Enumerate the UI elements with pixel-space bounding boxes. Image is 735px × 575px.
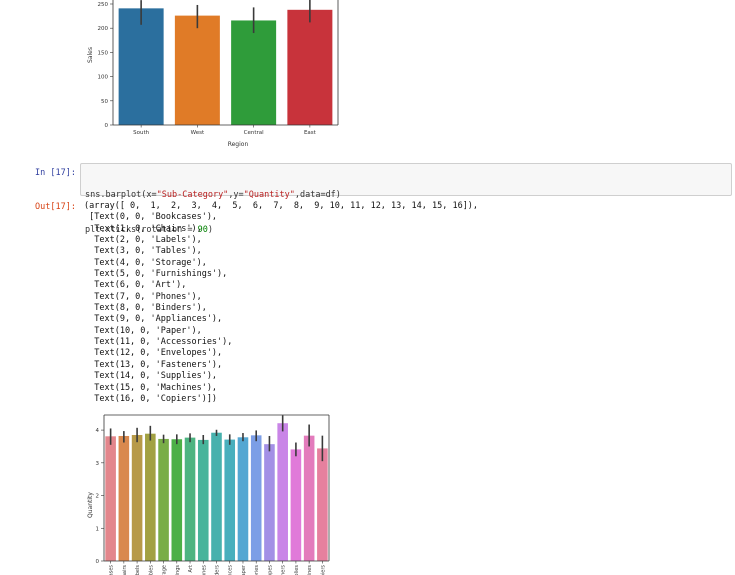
code-cell-17[interactable]: In [17]: sns.barplot(x="Sub-Category",y=…: [0, 163, 735, 235]
y-tick-label: 200: [98, 26, 109, 32]
bar-1: [118, 435, 130, 561]
code-number: 90: [197, 224, 208, 235]
bar-15: [303, 435, 315, 561]
output-line: Text(13, 0, 'Fasteners'),: [84, 359, 223, 370]
output-line: Text(3, 0, 'Tables'),: [84, 246, 202, 257]
x-tick-label: Central: [244, 130, 264, 136]
x-tick-label: Furnishings: [175, 565, 181, 575]
y-tick-label: 3: [96, 461, 100, 467]
bar-3: [287, 9, 333, 126]
bar-8: [211, 432, 222, 561]
output-line: Text(9, 0, 'Appliances'),: [84, 314, 223, 325]
output-line: Text(5, 0, 'Furnishings'),: [84, 269, 228, 280]
bar-12: [264, 444, 275, 561]
top-y-axis-label: Sales: [87, 47, 94, 63]
x-tick-label: Labels: [135, 565, 141, 575]
output-line: Text(2, 0, 'Labels'),: [84, 235, 202, 246]
y-tick-label: 150: [98, 50, 109, 56]
x-tick-label: Art: [188, 565, 194, 572]
bar-4: [158, 438, 169, 561]
output-line: Text(15, 0, 'Machines'),: [84, 382, 218, 393]
bar-6: [184, 437, 196, 561]
bar-2: [231, 20, 277, 125]
y-tick-label: 100: [98, 75, 109, 81]
x-tick-label: West: [191, 130, 205, 136]
code-token: ,data=df): [294, 190, 341, 200]
bar-10: [237, 437, 249, 561]
code-line-2: plt.xticks(rotation = 90): [85, 225, 727, 237]
bar-0: [105, 436, 116, 561]
x-tick-label: Copiers: [320, 565, 326, 575]
output-line: [Text(0, 0, 'Bookcases'),: [84, 212, 218, 223]
cell-output-text: (array([ 0, 1, 2, 3, 4, 5, 6, 7, 8, 9, 1…: [84, 201, 478, 405]
x-tick-label: East: [304, 130, 317, 136]
x-tick-label: Phones: [201, 565, 207, 575]
code-token: plt.xticks(rotation =: [85, 224, 198, 235]
code-input[interactable]: sns.barplot(x="Sub-Category",y="Quantity…: [80, 163, 732, 235]
output-line: Text(14, 0, 'Supplies'),: [84, 371, 218, 382]
top-x-axis-label: Region: [228, 141, 249, 148]
y-tick-label: 2: [96, 494, 100, 500]
y-tick-label: 50: [101, 99, 108, 105]
bar-3: [145, 433, 156, 561]
y-tick-label: 0: [96, 559, 100, 565]
bar-9: [224, 439, 236, 561]
x-tick-label: Paper: [241, 564, 247, 575]
y-tick-label: 0: [105, 123, 109, 129]
x-tick-label: Fasteners: [281, 565, 287, 575]
output-line: Text(11, 0, 'Accessories'),: [84, 337, 233, 348]
x-tick-label: Storage: [162, 565, 168, 575]
bar-13: [277, 423, 288, 561]
output-line: Text(16, 0, 'Copiers')]): [84, 393, 218, 404]
code-token: ): [207, 224, 213, 235]
output-line: Text(7, 0, 'Phones'),: [84, 291, 202, 302]
bar-1: [174, 15, 220, 126]
x-tick-label: Appliances: [228, 565, 234, 575]
output-line: Text(4, 0, 'Storage'),: [84, 257, 207, 268]
x-tick-label: Binders: [215, 565, 221, 575]
bar-2: [131, 435, 143, 561]
bottom-y-axis-label: Quantity: [87, 492, 94, 518]
x-tick-label: Supplies: [294, 565, 300, 575]
input-prompt: In [17]:: [35, 168, 76, 178]
x-tick-label: Machines: [307, 565, 313, 575]
x-tick-label: Bookcases: [109, 565, 115, 575]
output-prompt: Out[17]:: [35, 202, 76, 212]
bar-5: [171, 439, 183, 561]
output-line: Text(10, 0, 'Paper'),: [84, 325, 202, 336]
bar-7: [197, 439, 209, 561]
bar-11: [250, 435, 262, 561]
bar-0: [118, 8, 164, 125]
x-tick-label: Chairs: [122, 565, 128, 575]
region-sales-bar-chart: South West Central East 0 50 100 150 200 250 Sale…: [87, 0, 339, 148]
output-line: Text(6, 0, 'Art'),: [84, 280, 187, 291]
x-tick-label: South: [133, 130, 149, 136]
y-tick-label: 250: [98, 2, 109, 8]
code-token: sns.barplot(x=: [85, 190, 157, 200]
y-tick-label: 4: [96, 428, 100, 434]
x-tick-label: Accessories: [254, 565, 260, 575]
code-string: "Sub-Category": [156, 190, 229, 200]
code-string: "Quantity": [243, 190, 295, 200]
output-line: Text(8, 0, 'Binders'),: [84, 303, 207, 314]
output-line: (array([ 0, 1, 2, 3, 4, 5, 6, 7, 8, 9, 1…: [84, 201, 479, 211]
bar-16: [317, 448, 328, 561]
x-tick-label: Tables: [148, 565, 154, 575]
x-tick-label: Envelopes: [267, 565, 273, 575]
code-line-1: sns.barplot(x="Sub-Category",y="Quantity…: [85, 190, 727, 202]
y-tick-label: 1: [96, 526, 100, 532]
output-line: Text(1, 0, 'Chairs'),: [84, 223, 202, 234]
bar-14: [290, 449, 302, 561]
code-token: ,y=: [228, 190, 244, 200]
subcategory-quantity-bar-chart: Bookcases Chairs Labels Tables Storage Furnis…: [87, 414, 330, 575]
output-line: Text(12, 0, 'Envelopes'),: [84, 348, 223, 359]
